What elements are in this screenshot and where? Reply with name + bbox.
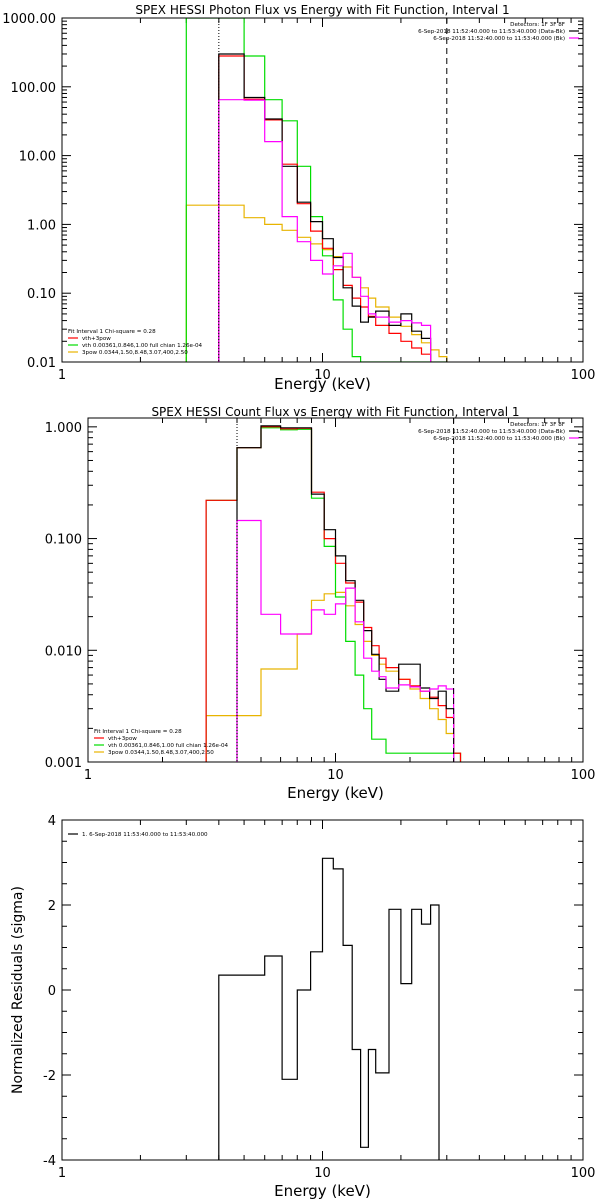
plot-frame [87,417,584,763]
y-tick-label: 0.100 [45,533,82,548]
series-line-vth [185,18,447,362]
series-line-vth [205,427,462,762]
series-group [205,425,462,762]
y-tick-label: -2 [43,1069,56,1084]
x-tick-label: 10 [314,368,331,383]
legend-left-text: vth+3pow [108,736,137,742]
x-tick-label: 1 [58,1166,66,1181]
series-line-bk [218,99,432,362]
series-line-total [205,426,462,762]
chart-panel-1: SPEX HESSI Photon Flux vs Energy with Fi… [2,3,595,393]
legend-right-text: 6-Sep-2018 11:52:40.000 to 11:53:40.000 … [433,436,565,442]
x-tick-label: 10 [314,1166,331,1181]
x-tick-label: 1 [58,368,66,383]
chart-panel-3: 1 10 100 -4 -2 0 2 4 Energy (keV) Normalized Resi… [10,814,595,1200]
y-tick-label: -4 [43,1154,56,1169]
y-tick-label: 0.001 [45,756,82,771]
y-tick-label: 100.00 [11,81,57,96]
x-tick-label: 100 [571,368,596,383]
legend-left-text: vth 0.00361,0.846,1.00 full chian 1.26e-… [82,343,203,349]
chart-title: SPEX HESSI Photon Flux vs Energy with Fi… [135,3,509,17]
series-line-pow [185,204,448,362]
y-tick-label: 0 [48,984,56,999]
legend-left-text: Fit Interval 1 Chi-square = 0.28 [68,329,156,335]
plot-frame [61,819,584,1161]
legend-right-text: Detectors: 1F 3F 8F [510,422,565,428]
y-tick-label: 0.01 [27,356,56,371]
series-line-pow [205,591,462,762]
x-axis-label: Energy (keV) [287,784,384,802]
legend-left-text: 3pow 0.0344,1.50,8.48,3.07,400,2.50 [82,350,188,356]
x-axis-label: Energy (keV) [274,1182,371,1200]
x-tick-label: 1 [84,768,92,783]
y-tick-label: 0.010 [45,644,82,659]
y-axis-label: Normalized Residuals (sigma) [10,886,26,1094]
legend-right-text: 6-Sep-2018 11:52:40.000 to 11:53:40.000 … [433,36,565,42]
legend-right-text: Detectors: 1F 3F 8F [510,22,565,28]
series-group [218,857,440,1160]
x-tick-label: 100 [571,768,596,783]
series-line-data [236,425,455,762]
legend-left-text: Fit Interval 1 Chi-square = 0.28 [94,729,182,735]
y-tick-label: 0.10 [27,287,56,302]
chart-title: SPEX HESSI Count Flux vs Energy with Fit… [151,405,519,419]
x-tick-label: 10 [327,768,344,783]
legend-left-text: 1. 6-Sep-2018 11:53:40.000 to 11:53:40.0… [82,832,208,838]
legend-right-text: 6-Sep-2018 11:52:40.000 to 11:53:40.000 … [418,429,565,435]
legend-left-text: vth 0.00361,0.846,1.00 full chian 1.26e-… [108,743,229,749]
plot-frame [61,17,584,363]
y-tick-label: 2 [48,899,56,914]
y-tick-label: 1000.00 [2,12,56,27]
y-tick-label: 1.000 [45,421,82,436]
series-line-total [218,55,432,362]
y-tick-label: 10.00 [19,150,56,165]
series-line-data [218,53,432,362]
y-tick-label: 4 [48,814,56,829]
series-line-bk [236,519,455,762]
chart-panel-2: SPEX HESSI Count Flux vs Energy with Fit… [45,405,596,802]
legend-left-text: 3pow 0.0344,1.50,8.48,3.07,400,2.50 [108,750,214,756]
y-tick-label: 1.00 [27,218,56,233]
series-group [185,18,448,362]
x-tick-label: 100 [571,1166,596,1181]
legend-left-text: vth+3pow [82,336,111,342]
series-line-data [218,857,440,1160]
x-axis-label: Energy (keV) [274,375,371,393]
legend-right-text: 6-Sep-2018 11:52:40.000 to 11:53:40.000 … [418,29,565,35]
